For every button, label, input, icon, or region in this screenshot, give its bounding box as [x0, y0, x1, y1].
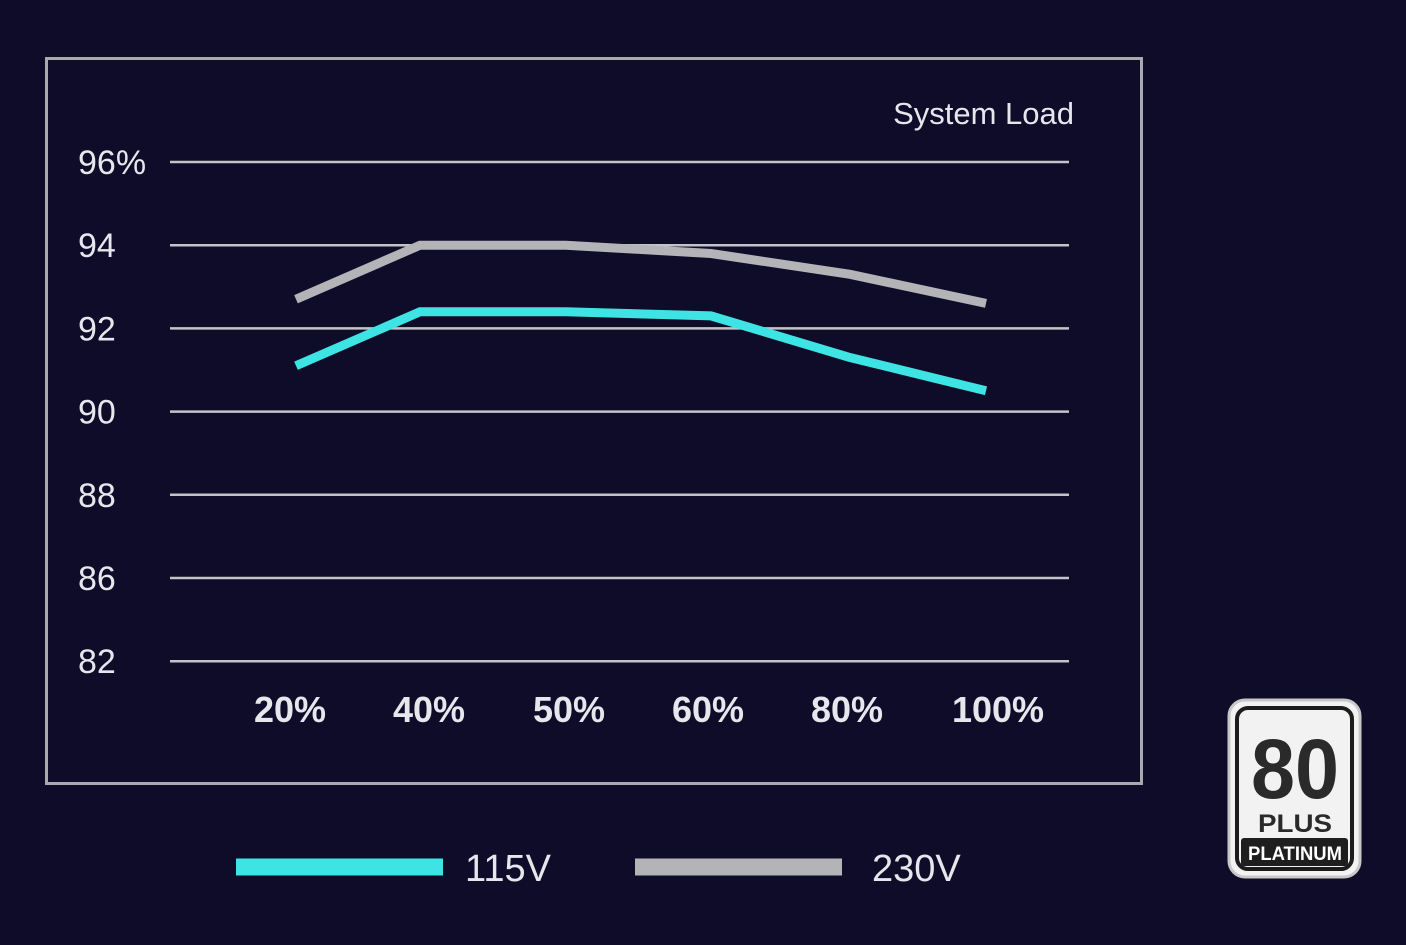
badge-plus: PLUS	[1258, 810, 1332, 838]
badge-tier: PLATINUM	[1248, 844, 1342, 865]
y-tick-label: 86	[78, 560, 116, 598]
chart-frame	[47, 59, 1142, 784]
x-tick-label: 100%	[952, 689, 1044, 730]
x-axis-ticks: 20% 40% 50% 60% 80% 100%	[254, 689, 1044, 730]
x-tick-label: 40%	[393, 689, 465, 730]
legend-label-115v: 115V	[465, 848, 552, 890]
y-axis-ticks: 82 86 88 90 92 94 96%	[78, 144, 146, 681]
chart-title: System Load	[893, 96, 1074, 131]
legend-label-230v: 230V	[872, 848, 961, 890]
y-tick-label: 90	[78, 394, 116, 432]
y-tick-label: 96%	[78, 144, 146, 182]
x-tick-label: 80%	[811, 689, 883, 730]
y-tick-label: 92	[78, 310, 116, 348]
x-tick-label: 50%	[533, 689, 605, 730]
gridlines	[170, 162, 1069, 661]
y-tick-label: 94	[78, 227, 116, 265]
x-tick-label: 60%	[672, 689, 744, 730]
x-tick-label: 20%	[254, 689, 326, 730]
series-line-230v	[296, 245, 986, 303]
80-plus-platinum-badge: 80 PLUS PLATINUM	[1229, 700, 1360, 877]
series-lines	[296, 245, 986, 391]
y-tick-label: 82	[78, 643, 116, 681]
legend: 115V 230V	[236, 848, 961, 890]
y-tick-label: 88	[78, 477, 116, 515]
series-line-115v	[296, 312, 986, 391]
badge-number: 80	[1251, 722, 1339, 816]
